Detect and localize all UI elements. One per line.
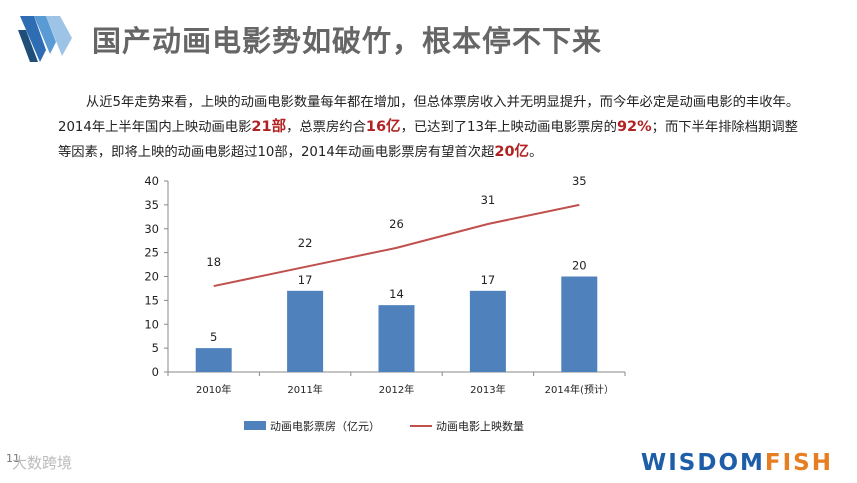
y-tick-label: 15 xyxy=(144,293,159,307)
summary-paragraph: 从近5年走势来看，上映的动画电影数量每年都在增加，但总体票房收入并无明显提升，而… xyxy=(58,90,810,165)
line-value-label: 18 xyxy=(206,255,221,269)
line-value-label: 31 xyxy=(481,193,496,207)
highlight-film-count: 21部 xyxy=(251,119,287,135)
brand-main: WISDOM xyxy=(640,450,765,476)
para-text-1: 从近5年走势来看，上映的动画电影数量每年都在增加，但总体票房收入并无明显提升，而… xyxy=(58,95,800,135)
bar xyxy=(195,348,232,372)
x-tick-label: 2014年(预计） xyxy=(545,383,614,396)
y-tick-label: 20 xyxy=(144,270,159,284)
bar-value-label: 20 xyxy=(572,259,587,273)
bar-value-label: 14 xyxy=(389,287,404,301)
brand-logo-icon xyxy=(18,16,72,62)
highlight-target: 20亿 xyxy=(494,144,530,160)
bar-value-label: 17 xyxy=(298,273,313,287)
legend-bar-swatch xyxy=(244,421,266,430)
bar-value-label: 17 xyxy=(481,273,496,287)
brand-wordmark: WISDOMFISH xyxy=(641,450,833,476)
y-tick-label: 5 xyxy=(152,341,159,355)
y-tick-label: 25 xyxy=(144,246,159,260)
y-tick-label: 40 xyxy=(144,174,159,188)
bar xyxy=(287,290,324,372)
highlight-box-office: 16亿 xyxy=(365,119,401,135)
x-tick-label: 2013年 xyxy=(470,383,505,396)
bar xyxy=(561,276,598,372)
y-tick-label: 0 xyxy=(152,365,159,379)
highlight-percent: 92% xyxy=(616,119,652,135)
page-number: 11 xyxy=(6,452,20,465)
y-tick-label: 10 xyxy=(144,317,159,331)
y-tick-label: 35 xyxy=(144,198,159,212)
bar-value-label: 5 xyxy=(210,330,217,344)
para-text-2: ，总票房约合 xyxy=(286,120,366,135)
para-text-5: 。 xyxy=(529,145,543,160)
line-value-label: 22 xyxy=(298,236,313,250)
line-value-label: 26 xyxy=(389,217,404,231)
legend-bar-label: 动画电影票房（亿元） xyxy=(270,420,380,433)
x-tick-label: 2012年 xyxy=(379,383,414,396)
page-title: 国产动画电影势如破竹，根本停不下来 xyxy=(92,24,603,58)
bar xyxy=(469,290,506,372)
x-tick-label: 2010年 xyxy=(196,383,231,396)
watermark-text: 大数跨境 xyxy=(12,454,73,472)
brand-accent: FISH xyxy=(764,450,833,476)
para-text-4: ；而下半年排除档期调整等因素，即将上映的动画电影超过10部，2014年动画电影票… xyxy=(58,120,798,160)
legend-line-label: 动画电影上映数量 xyxy=(436,420,524,433)
y-tick-label: 30 xyxy=(144,222,159,236)
bar xyxy=(378,305,415,372)
para-text-3: ，已达到了13年上映动画电影票房的 xyxy=(400,120,617,135)
line-series xyxy=(213,203,580,288)
line-value-label: 35 xyxy=(572,174,587,188)
x-tick-label: 2011年 xyxy=(287,383,322,396)
